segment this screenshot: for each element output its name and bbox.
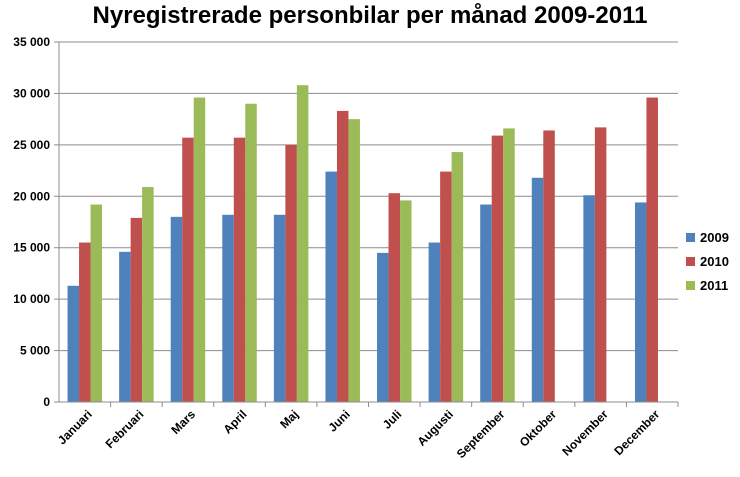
- bars: [67, 85, 658, 403]
- legend-item: 2009: [686, 225, 729, 249]
- bar-2011-mars: [193, 97, 206, 403]
- bar-2011-april: [245, 103, 257, 402]
- y-tick-label: 35 000: [13, 35, 50, 49]
- bar-2010-augusti: [440, 171, 452, 402]
- legend-swatch: [686, 232, 695, 242]
- legend-label: 2011: [700, 277, 729, 293]
- x-tick-label: Juni: [325, 407, 352, 434]
- bar-2011-augusti: [451, 152, 464, 402]
- y-tick-label: 25 000: [13, 138, 50, 152]
- x-tick-label: Augusti: [415, 407, 456, 448]
- x-tick-label: Maj: [277, 407, 301, 431]
- y-tick-label: 10 000: [13, 292, 50, 306]
- bar-2009-oktober: [531, 177, 544, 402]
- bar-2009-januari: [67, 285, 80, 402]
- legend-item: 2011: [686, 273, 729, 297]
- bar-2009-juli: [377, 252, 389, 402]
- bar-2009-november: [583, 195, 595, 402]
- legend-swatch: [686, 280, 695, 290]
- bar-2011-juni: [348, 119, 360, 403]
- bar-2009-maj: [273, 214, 286, 402]
- bar-2011-januari: [90, 204, 103, 402]
- x-tick-label: September: [454, 407, 508, 461]
- bar-2010-juli: [388, 193, 401, 402]
- bar-2011-februari: [142, 187, 154, 402]
- legend-label: 2010: [700, 253, 729, 269]
- x-tick-labels: Januari Februari Mars April Maj Juni Juli Augus…: [55, 407, 663, 461]
- bar-2010-oktober: [543, 130, 555, 402]
- bar-2010-mars: [182, 137, 194, 402]
- bar-2010-september: [491, 135, 504, 402]
- y-tick-label: 5 000: [20, 344, 50, 358]
- bar-2009-september: [480, 204, 492, 402]
- x-tick-label: Februari: [103, 407, 147, 451]
- bar-2009-februari: [119, 251, 131, 402]
- axes: [58, 42, 679, 407]
- x-tick-label: November: [559, 407, 611, 459]
- chart-title: Nyregistrerade personbilar per månad 200…: [92, 2, 648, 29]
- y-tick-labels: 0 5 000 10 000 15 000 20 000 25 000 30 000 35 0…: [13, 35, 50, 409]
- legend-swatch: [686, 256, 695, 266]
- bar-2010-maj: [285, 144, 297, 402]
- x-tick-label: April: [220, 407, 249, 436]
- bar-2011-maj: [296, 85, 309, 402]
- x-tick-label: Mars: [168, 407, 198, 437]
- y-tick-label: 30 000: [13, 86, 50, 100]
- bar-2010-januari: [79, 242, 91, 402]
- legend: 2009 2010 2011: [686, 225, 729, 297]
- y-tick-label: 20 000: [13, 189, 50, 203]
- legend-label: 2009: [700, 229, 729, 245]
- bar-2010-april: [233, 137, 246, 402]
- bar-2010-november: [594, 127, 607, 402]
- x-tick-label: December: [611, 407, 662, 458]
- y-tick-label: 15 000: [13, 241, 50, 255]
- bar-2011-september: [503, 128, 515, 402]
- bar-2009-december: [634, 202, 647, 402]
- bar-2009-mars: [170, 216, 183, 402]
- bar-2010-december: [646, 97, 658, 403]
- bar-2009-augusti: [428, 242, 441, 402]
- legend-item: 2010: [686, 249, 729, 273]
- x-tick-label: Januari: [55, 407, 95, 447]
- x-tick-label: Oktober: [517, 407, 560, 450]
- bar-2011-juli: [400, 200, 412, 402]
- bar-2010-februari: [130, 217, 143, 402]
- x-tick-label: Juli: [380, 407, 405, 432]
- gridlines: [54, 41, 678, 403]
- y-tick-label: 0: [43, 395, 50, 409]
- bar-2009-juni: [325, 171, 337, 402]
- bar-2010-juni: [336, 110, 349, 403]
- bar-2009-april: [222, 214, 234, 402]
